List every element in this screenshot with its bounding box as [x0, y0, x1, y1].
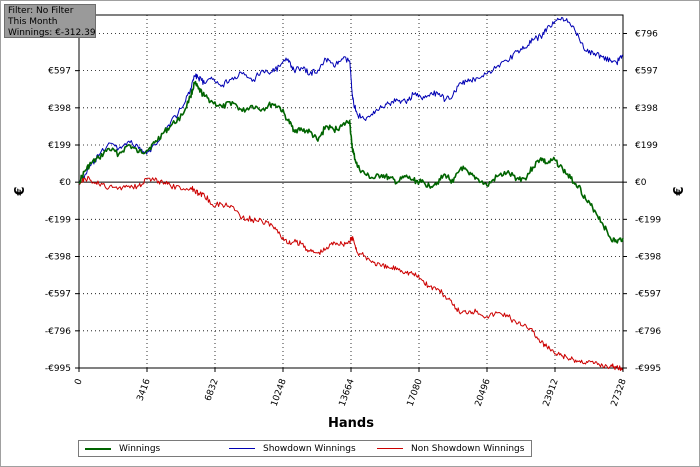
legend-label-showdown: Showdown Winnings	[263, 443, 356, 454]
y-tick-label-left: -€199	[45, 215, 71, 225]
y-tick-label-right: €796	[635, 29, 658, 39]
legend-swatch-nonshowdown	[377, 448, 403, 449]
legend-item-winnings: Winnings	[85, 442, 160, 455]
series-line-winnings	[78, 80, 624, 244]
x-axis-ticks: 0 3416 6832 10248 13664 17080 20496 23912 27328	[73, 368, 629, 408]
filter-info-box: Filter: No Filter This Month Winnings: €…	[4, 4, 96, 38]
y-tick-label-left: €398	[48, 104, 71, 114]
x-tick-label: 3416	[136, 377, 153, 402]
x-tick-label: 13664	[338, 377, 357, 408]
chart-legend: Winnings Showdown Winnings Non Showdown …	[78, 440, 532, 457]
y-axis-ticks-right: €796 €597 €398 €199 €0 -€199 -€398 -€597 -€796 -€…	[623, 29, 661, 374]
legend-item-nonshowdown: Non Showdown Winnings	[377, 442, 524, 455]
legend-label-nonshowdown: Non Showdown Winnings	[411, 443, 525, 454]
y-tick-label-left: -€597	[45, 290, 71, 300]
y-tick-label-left: -€995	[45, 364, 71, 374]
y-tick-label-right: -€597	[635, 290, 661, 300]
y-axis-title-right: €	[672, 186, 687, 196]
x-tick-label: 27328	[610, 377, 629, 408]
y-tick-label-right: €398	[635, 104, 658, 114]
filter-label: Filter: No Filter	[8, 6, 74, 16]
x-axis-title: Hands	[328, 416, 374, 431]
x-tick-label: 6832	[204, 378, 221, 403]
y-tick-label-right: -€199	[635, 215, 661, 225]
y-tick-label-left: -€398	[45, 252, 71, 262]
winnings-total-label: Winnings: €-312.39	[8, 28, 96, 38]
series-line-nonshowdown	[78, 175, 624, 371]
x-tick-label: 0	[73, 377, 84, 386]
y-tick-label-right: -€796	[635, 327, 661, 337]
series-layer	[78, 17, 624, 371]
y-tick-label-right: €199	[635, 141, 658, 151]
legend-swatch-winnings	[85, 447, 111, 450]
legend-label-winnings: Winnings	[119, 443, 161, 454]
x-tick-label: 10248	[270, 377, 289, 408]
y-tick-label-right: -€995	[635, 364, 661, 374]
y-axis-title-left: €	[13, 186, 28, 196]
legend-swatch-showdown	[229, 448, 255, 449]
legend-item-showdown: Showdown Winnings	[229, 442, 356, 455]
x-tick-label: 23912	[542, 378, 561, 408]
y-tick-label-right: €597	[635, 67, 658, 77]
x-tick-label: 17080	[406, 377, 425, 408]
y-tick-label-right: €0	[635, 178, 647, 188]
y-tick-label-right: -€398	[635, 252, 661, 262]
y-tick-label-left: €597	[48, 67, 71, 77]
y-tick-label-left: €0	[60, 178, 72, 188]
y-tick-label-left: -€796	[45, 327, 71, 337]
period-label: This Month	[8, 17, 58, 27]
y-axis-ticks-left: €597 €398 €199 €0 -€199 -€398 -€597 -€796 -€995	[45, 67, 79, 374]
y-tick-label-left: €199	[48, 141, 71, 151]
x-tick-label: 20496	[474, 377, 493, 408]
series-line-showdown	[78, 17, 624, 185]
